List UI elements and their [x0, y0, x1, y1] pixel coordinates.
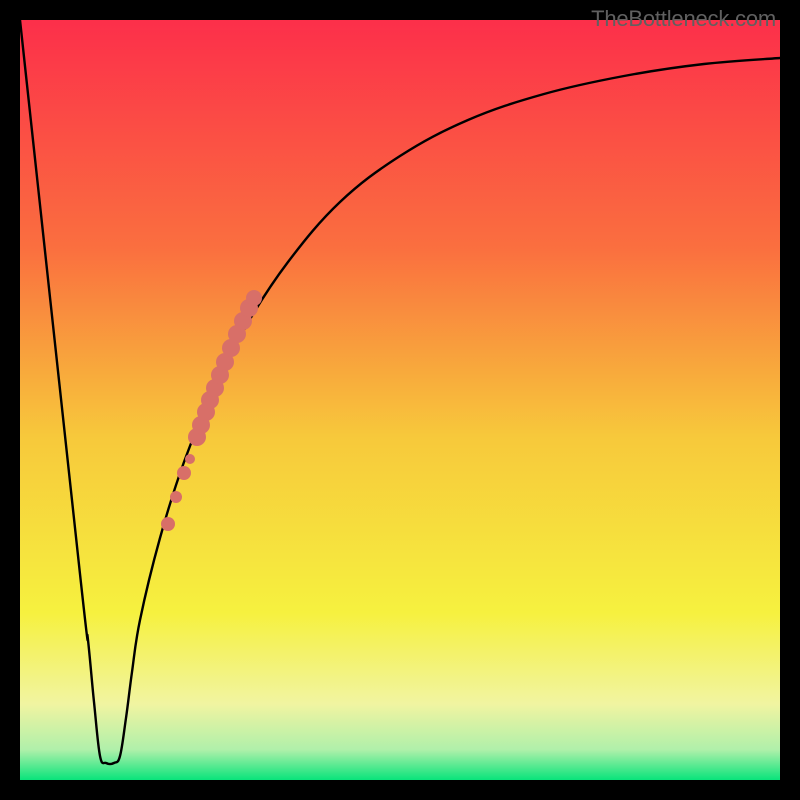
- marker-dot: [185, 454, 195, 464]
- marker-dot: [246, 290, 262, 306]
- watermark-label: TheBottleneck.com: [591, 6, 776, 32]
- chart-svg: [0, 0, 800, 800]
- marker-dot: [161, 517, 175, 531]
- marker-dot: [170, 491, 182, 503]
- marker-dot: [177, 466, 191, 480]
- bottleneck-chart: TheBottleneck.com: [0, 0, 800, 800]
